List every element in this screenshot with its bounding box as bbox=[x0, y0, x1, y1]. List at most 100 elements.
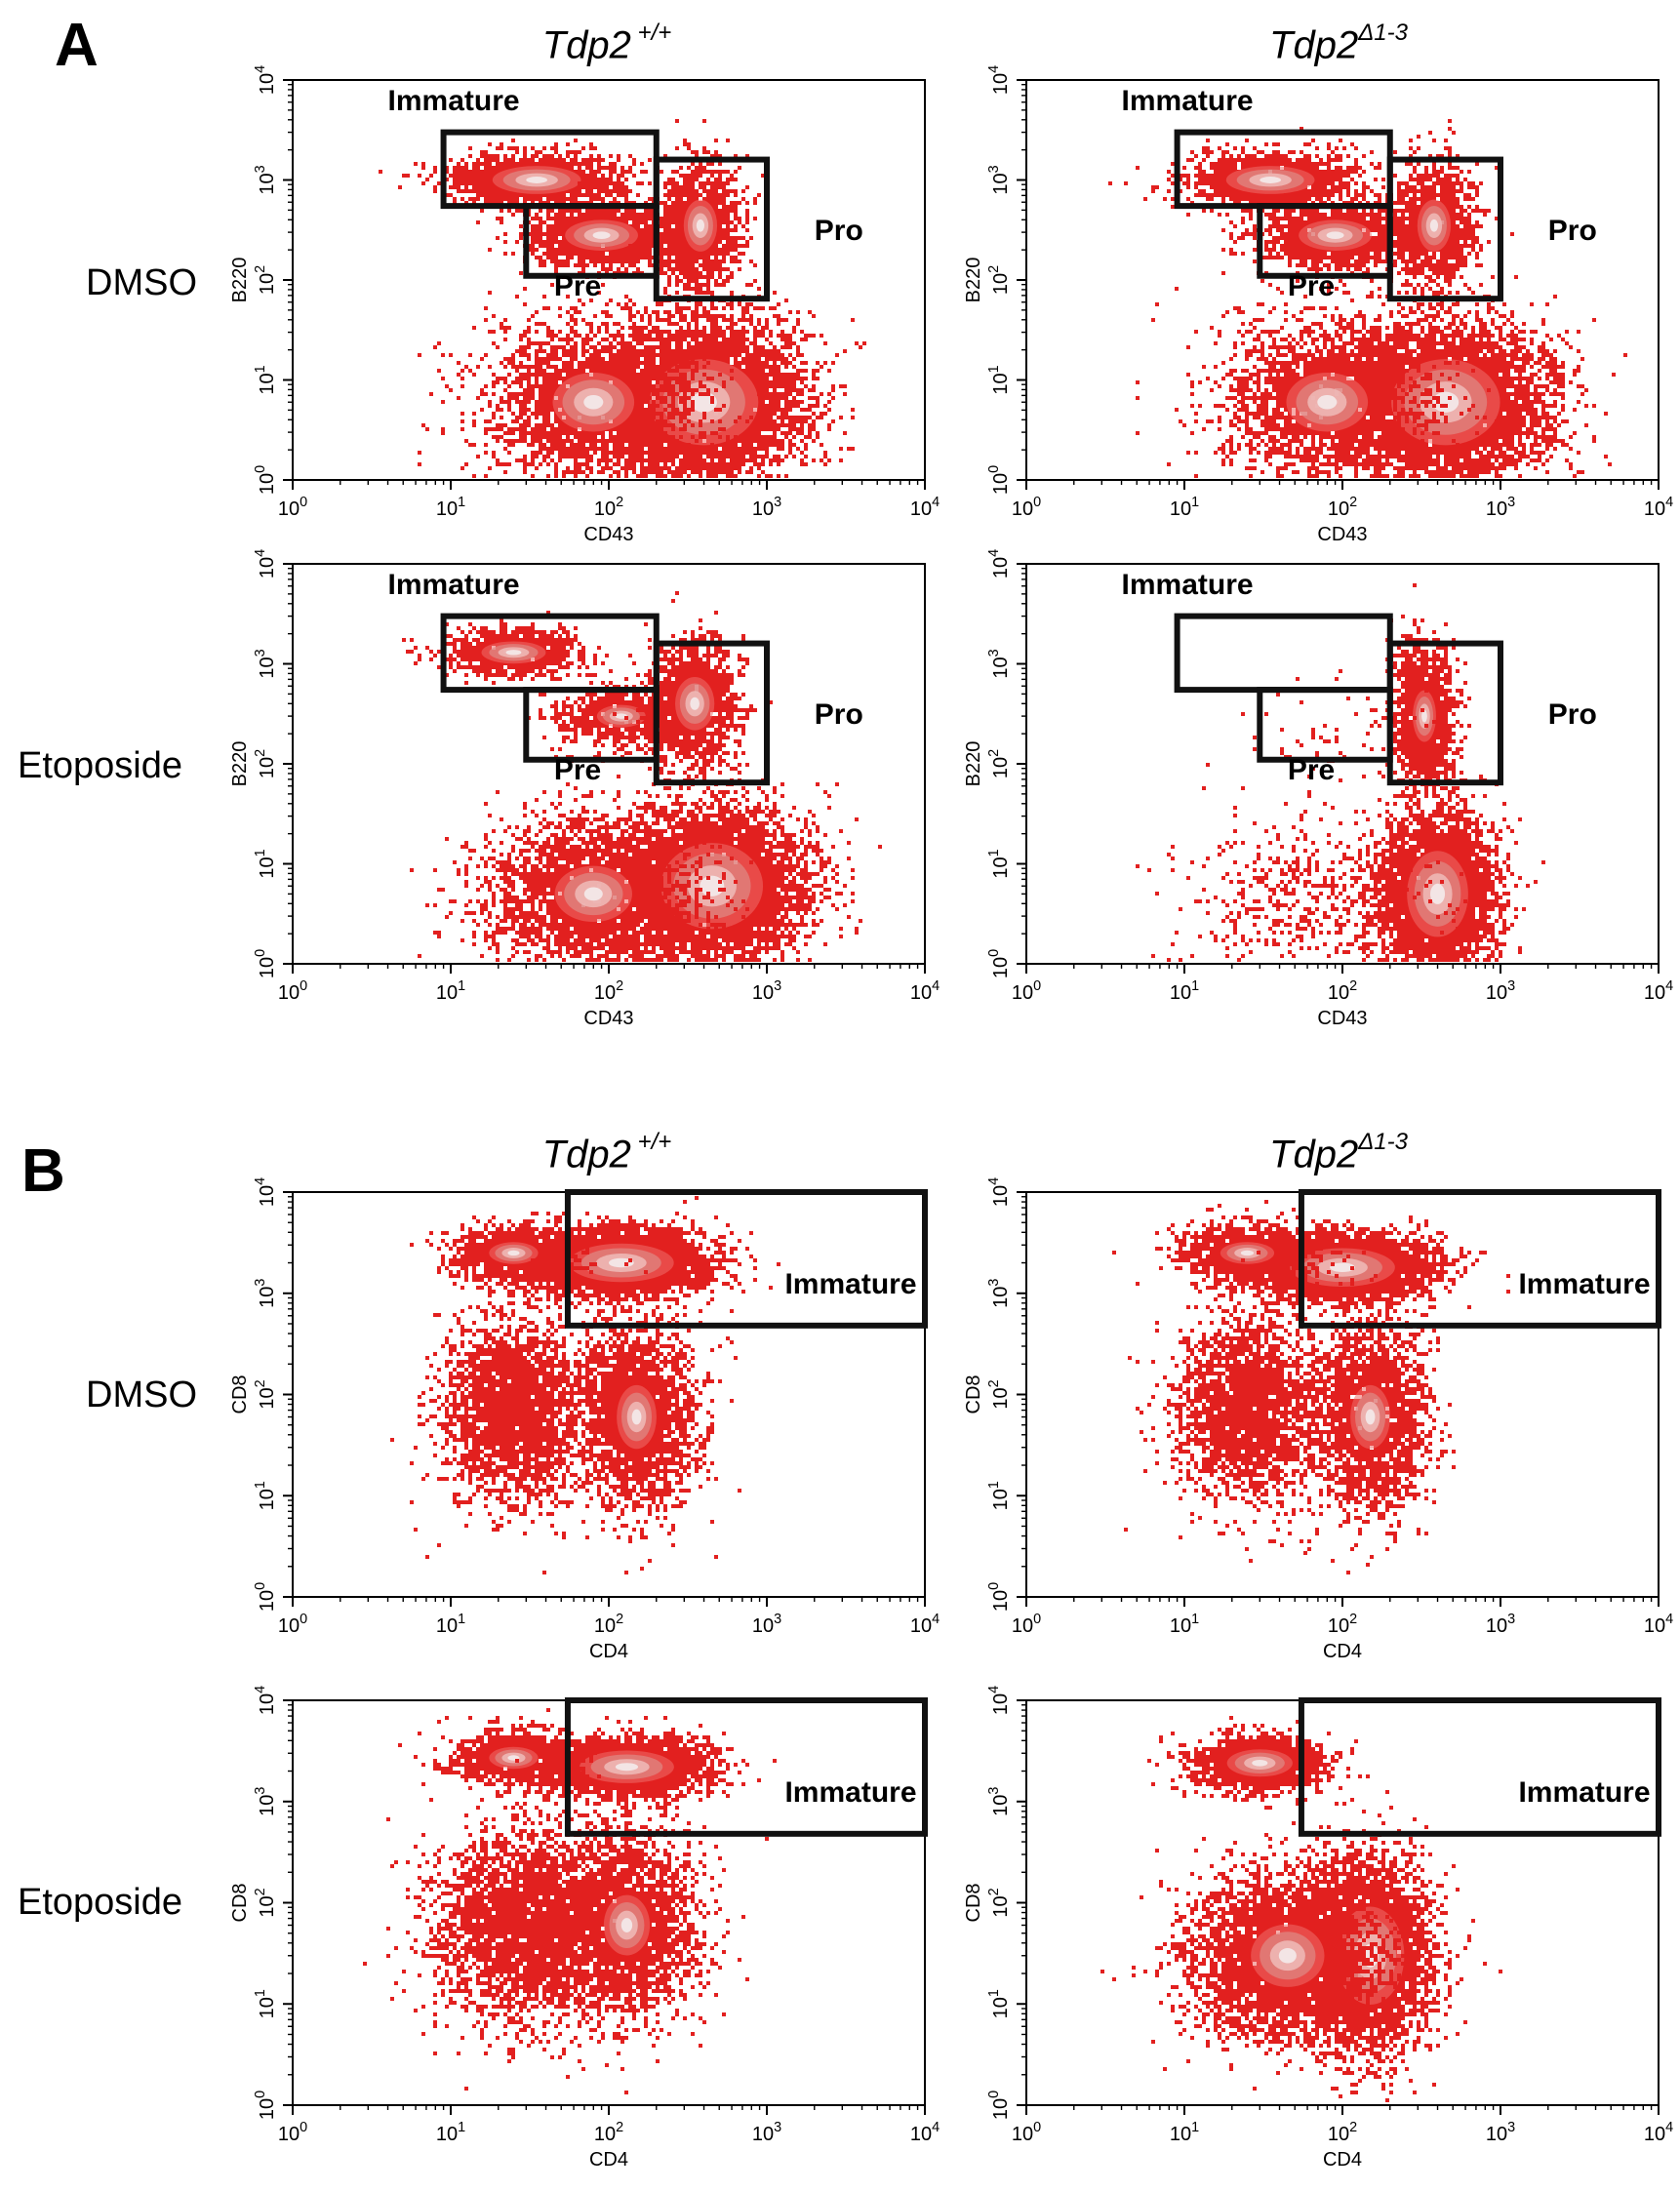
x-tick-label: 100 bbox=[278, 1612, 307, 1637]
y-tick-label: 100 bbox=[253, 949, 278, 978]
population-density-core bbox=[617, 1384, 657, 1450]
x-tick-label: 104 bbox=[910, 978, 940, 1004]
y-tick-label: 100 bbox=[986, 2091, 1012, 2120]
flow-plot-b-dmso-mutant: 100 101 102 103 104 100 101 102 103 104 CD4 CD8 Imma… bbox=[963, 1177, 1673, 1662]
x-tick-label: 104 bbox=[910, 1612, 940, 1637]
x-tick-label: 102 bbox=[1328, 978, 1357, 1004]
gate-pre-label: Pre bbox=[554, 754, 601, 786]
axis-ticks bbox=[1017, 1191, 1660, 1607]
genotype-name: Tdp2 bbox=[1269, 23, 1359, 67]
gate-immature-box bbox=[1298, 1697, 1661, 1837]
y-tick-label: 102 bbox=[986, 749, 1012, 778]
y-axis-label: B220 bbox=[229, 258, 251, 303]
population-density-core bbox=[568, 1243, 674, 1283]
y-tick-label: 103 bbox=[253, 1279, 278, 1308]
cell-population bbox=[1257, 1266, 1456, 1574]
y-tick-label: 102 bbox=[986, 1379, 1012, 1409]
flow-plot-a-etoposide-wildtype: 100 101 102 103 104 100 101 102 103 104 CD43 B220 Im… bbox=[229, 549, 940, 1029]
genotype-superscript: +/+ bbox=[630, 1129, 672, 1155]
event-dots bbox=[363, 1708, 777, 2094]
row-label-etoposide-a: Etoposide bbox=[18, 745, 183, 786]
cell-population bbox=[1108, 127, 1393, 224]
cell-population bbox=[1124, 1239, 1374, 1563]
y-tick-label: 100 bbox=[253, 1582, 278, 1612]
event-dots bbox=[1136, 583, 1545, 962]
population-density-core bbox=[1299, 219, 1373, 251]
y-axis-label: CD8 bbox=[963, 1374, 984, 1414]
x-axis-label: CD43 bbox=[1317, 1008, 1367, 1029]
population-density-core bbox=[603, 1894, 651, 1956]
x-tick-label: 101 bbox=[1170, 2120, 1199, 2145]
axis-ticks bbox=[283, 1699, 926, 2115]
x-tick-label: 103 bbox=[1486, 495, 1515, 520]
gate-pre-label: Pre bbox=[554, 270, 601, 302]
gate-immature-label: Immature bbox=[784, 1268, 916, 1300]
x-tick-label: 103 bbox=[752, 978, 781, 1004]
gate-immature-label: Immature bbox=[1122, 569, 1254, 601]
genotype-name: Tdp2 bbox=[1269, 1133, 1359, 1176]
gate-immature-label: Immature bbox=[1518, 1268, 1650, 1300]
y-tick-label: 101 bbox=[986, 1481, 1012, 1510]
population-density-core bbox=[1226, 1749, 1293, 1777]
x-tick-label: 101 bbox=[1170, 495, 1199, 520]
x-tick-label: 101 bbox=[1170, 978, 1199, 1004]
population-density-core bbox=[552, 373, 635, 432]
x-tick-label: 104 bbox=[910, 2120, 940, 2145]
plot-frame bbox=[1025, 563, 1660, 965]
y-tick-label: 103 bbox=[986, 1787, 1012, 1816]
y-tick-label: 100 bbox=[253, 2091, 278, 2120]
x-tick-label: 101 bbox=[436, 2120, 465, 2145]
cell-population bbox=[1136, 786, 1502, 962]
y-tick-label: 102 bbox=[253, 749, 278, 778]
flow-plot-b-etoposide-mutant: 100 101 102 103 104 100 101 102 103 104 CD4 CD8 Imma… bbox=[963, 1686, 1673, 2171]
axis-ticks bbox=[1017, 563, 1660, 974]
flow-plot-b-dmso-wildtype: 100 101 102 103 104 100 101 102 103 104 CD4 CD8 Imma… bbox=[229, 1177, 940, 1662]
x-tick-label: 102 bbox=[594, 495, 623, 520]
event-dots bbox=[1112, 1200, 1510, 1574]
x-tick-label: 103 bbox=[1486, 978, 1515, 1004]
flow-plot-a-dmso-mutant: 100 101 102 103 104 100 101 102 103 104 CD43 B220 Im… bbox=[963, 65, 1673, 545]
gates: Immature bbox=[1298, 1189, 1661, 1329]
event-dots bbox=[390, 1196, 780, 1574]
y-tick-label: 104 bbox=[986, 1177, 1012, 1207]
x-tick-label: 100 bbox=[278, 495, 307, 520]
y-tick-label: 103 bbox=[253, 649, 278, 678]
cell-population bbox=[410, 755, 816, 962]
genotype-superscript: Δ1-3 bbox=[1358, 1129, 1408, 1155]
column-title-mutant-a: Tdp2Δ1-3 bbox=[1269, 21, 1408, 67]
gates: Immature Pre Pro bbox=[388, 569, 863, 786]
population-density-core bbox=[489, 1242, 539, 1264]
row-label-dmso-a: DMSO bbox=[86, 262, 197, 303]
gates: Immature Pre Pro bbox=[388, 85, 863, 302]
cell-population bbox=[410, 1212, 628, 1309]
population-density-core bbox=[580, 1750, 674, 1783]
column-title-mutant-b: Tdp2Δ1-3 bbox=[1269, 1131, 1408, 1176]
y-tick-label: 102 bbox=[986, 1888, 1012, 1917]
x-axis-label: CD4 bbox=[589, 1641, 628, 1662]
x-tick-label: 103 bbox=[1486, 2120, 1515, 2145]
x-tick-label: 101 bbox=[436, 978, 465, 1004]
y-tick-label: 101 bbox=[986, 849, 1012, 878]
gate-immature-box bbox=[564, 1189, 928, 1329]
y-tick-label: 103 bbox=[986, 165, 1012, 194]
cell-population bbox=[398, 1708, 652, 1802]
population-density-core bbox=[1225, 166, 1315, 194]
y-tick-label: 101 bbox=[986, 1989, 1012, 2018]
y-tick-label: 100 bbox=[986, 1582, 1012, 1612]
x-axis-label: CD43 bbox=[583, 1008, 633, 1029]
section-label-a: A bbox=[55, 12, 99, 79]
y-tick-label: 103 bbox=[986, 649, 1012, 678]
y-tick-label: 102 bbox=[253, 265, 278, 295]
x-tick-label: 100 bbox=[278, 978, 307, 1004]
x-tick-label: 101 bbox=[436, 1612, 465, 1637]
gate-immature-box bbox=[1298, 1189, 1661, 1329]
gate-immature-box bbox=[1174, 613, 1393, 694]
axis-ticks bbox=[283, 563, 926, 974]
gate-immature-label: Immature bbox=[388, 85, 520, 117]
gates: Immature bbox=[1298, 1697, 1661, 1837]
cell-population bbox=[531, 1258, 741, 1574]
row-label-etoposide-b: Etoposide bbox=[18, 1882, 183, 1923]
gates: Immature bbox=[564, 1697, 928, 1837]
population-density-core bbox=[481, 641, 546, 664]
cell-population bbox=[402, 611, 613, 693]
